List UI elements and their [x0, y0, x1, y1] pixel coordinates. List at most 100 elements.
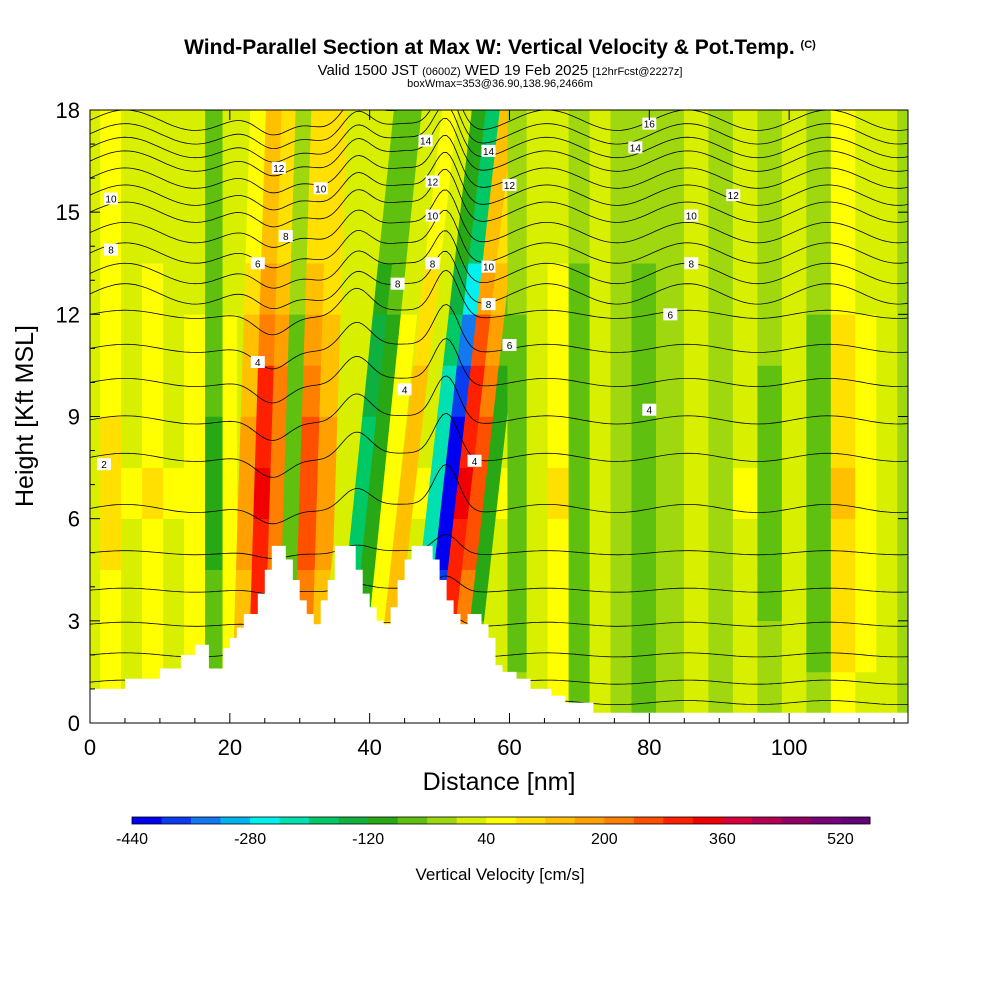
- velocity-cell: [283, 467, 301, 519]
- velocity-cell: [683, 467, 710, 519]
- velocity-cell: [830, 416, 856, 468]
- velocity-cell: [876, 211, 898, 264]
- colorbar-swatch: [338, 817, 369, 824]
- velocity-cell: [526, 620, 549, 673]
- velocity-cell: [568, 467, 591, 519]
- theta-label: 10: [313, 182, 328, 195]
- velocity-cell: [589, 620, 612, 673]
- velocity-cell: [526, 262, 549, 315]
- velocity-cell: [806, 467, 832, 519]
- velocity-cell: [100, 365, 122, 417]
- theta-contour-line: [90, 463, 908, 525]
- colorbar-swatch: [781, 817, 812, 824]
- velocity-cell: [855, 262, 877, 315]
- theta-label-text: 12: [273, 164, 285, 175]
- terrain-profile: [90, 545, 908, 723]
- colorbar: -440 -280 -120 40 200 360 520: [116, 816, 871, 848]
- theta-label-bg: [250, 356, 265, 369]
- velocity-cell: [656, 211, 685, 264]
- x-axis: 0 20 40 60 80 100: [84, 110, 895, 760]
- colorbar-swatch: [663, 817, 694, 824]
- velocity-cell: [222, 262, 238, 315]
- colorbar-swatch: [250, 817, 281, 824]
- velocity-cell: [320, 314, 341, 366]
- velocity-cell: [402, 110, 423, 162]
- velocity-cell: [547, 620, 570, 673]
- velocity-cell: [303, 314, 324, 366]
- velocity-cell: [184, 365, 206, 417]
- theta-contour-labels: 2 4 4 4 4 6 6 6 8 8 8 8 8 8 10 10 10 10 10 12 12 12 12 14 14 14 16: [96, 117, 741, 471]
- y-tick-label: 15: [56, 200, 80, 225]
- velocity-cell: [222, 518, 238, 571]
- theta-label: 10: [103, 192, 118, 206]
- velocity-cell: [273, 314, 290, 366]
- colorbar-swatch: [279, 817, 310, 824]
- velocity-cell: [806, 211, 832, 264]
- velocity-cell: [100, 314, 122, 366]
- velocity-cell: [90, 110, 101, 162]
- velocity-cell: [656, 416, 685, 468]
- velocity-cell: [547, 467, 570, 519]
- velocity-cell: [708, 518, 734, 571]
- theta-contour-line: [90, 189, 908, 248]
- theta-label-bg: [481, 260, 496, 273]
- velocity-cell: [254, 416, 273, 468]
- theta-label-text: 10: [105, 195, 117, 206]
- velocity-cell: [830, 365, 856, 417]
- velocity-cell: [830, 467, 856, 519]
- velocity-cell: [388, 110, 409, 162]
- x-tick-label: 20: [218, 735, 242, 760]
- velocity-cell: [507, 518, 528, 571]
- velocity-cell: [757, 314, 783, 366]
- velocity-cell: [806, 518, 832, 571]
- velocity-cell: [855, 518, 877, 571]
- velocity-cell: [897, 671, 908, 723]
- theta-label-bg: [502, 178, 517, 191]
- velocity-cell: [656, 467, 685, 519]
- theta-label: 8: [390, 277, 405, 291]
- y-tick-label: 12: [56, 302, 80, 327]
- velocity-cell: [781, 365, 807, 417]
- velocity-cell: [781, 620, 807, 673]
- theta-label-bg: [397, 383, 412, 396]
- velocity-cell: [205, 262, 224, 315]
- velocity-cell: [610, 314, 633, 366]
- theta-label: 10: [684, 209, 699, 223]
- theta-label: 4: [642, 403, 657, 417]
- theta-contour-line: [90, 412, 908, 478]
- velocity-cell: [100, 262, 122, 315]
- velocity-cell: [656, 262, 685, 315]
- theta-contour-line: [90, 269, 908, 336]
- colorbar-swatch: [397, 817, 428, 824]
- velocity-cell: [547, 569, 570, 622]
- theta-label-bg: [313, 182, 328, 195]
- theta-contour-line: [90, 152, 908, 211]
- velocity-cell: [897, 569, 908, 622]
- velocity-cell: [526, 365, 549, 417]
- velocity-cell: [631, 569, 657, 622]
- terrain: [90, 545, 908, 723]
- velocity-cell: [507, 416, 528, 468]
- velocity-cell: [90, 518, 101, 571]
- theta-label-bg: [390, 277, 405, 290]
- velocity-cell: [897, 620, 908, 673]
- theta-label-text: 14: [630, 143, 642, 154]
- velocity-cell: [121, 110, 143, 162]
- theta-label-text: 12: [427, 178, 439, 189]
- velocity-cell: [683, 569, 710, 622]
- theta-label-bg: [502, 338, 517, 351]
- theta-label-text: 10: [315, 184, 327, 195]
- velocity-cell: [184, 467, 206, 519]
- velocity-cell: [507, 467, 528, 519]
- velocity-cell: [732, 569, 758, 622]
- velocity-cell: [142, 160, 164, 213]
- velocity-cell: [234, 569, 253, 622]
- velocity-cell: [708, 160, 734, 213]
- velocity-cell: [830, 110, 856, 162]
- theta-label: 12: [502, 178, 517, 192]
- velocity-cell: [656, 365, 685, 417]
- velocity-cell: [222, 160, 238, 213]
- velocity-cell: [631, 314, 657, 366]
- velocity-cell: [631, 211, 657, 264]
